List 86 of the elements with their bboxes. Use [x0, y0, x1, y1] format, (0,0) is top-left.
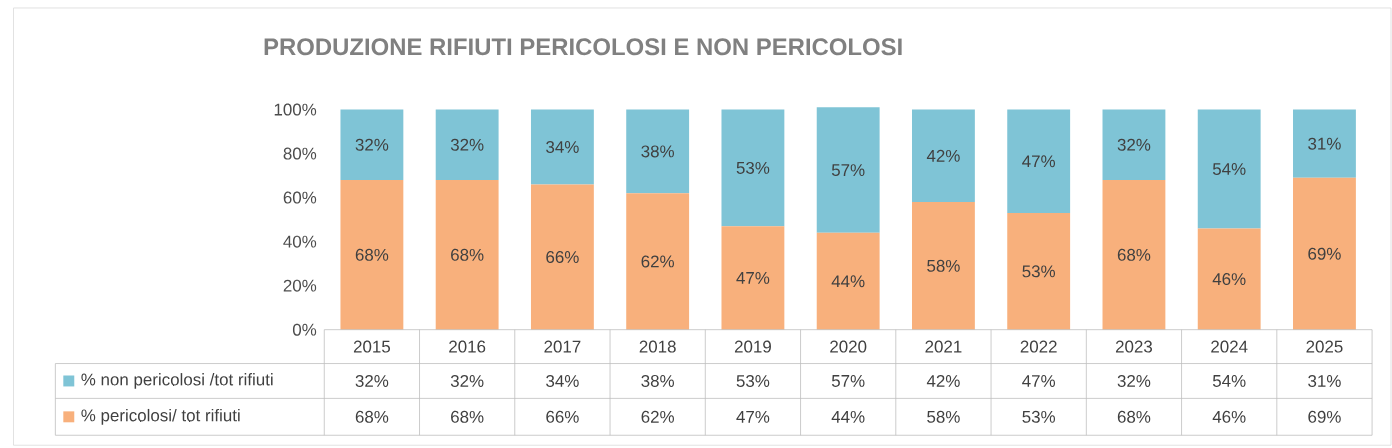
- text: 46%: [1212, 272, 1246, 285]
- data-label: 68%: [451, 410, 484, 423]
- data-label: 66%: [546, 410, 579, 423]
- bar: [340, 109, 404, 180]
- text: 31%: [1308, 137, 1341, 150]
- data-label: 47%: [1022, 374, 1056, 387]
- text: 57%: [831, 164, 865, 176]
- bar: [1102, 179, 1166, 330]
- data-label: 44%: [831, 410, 865, 423]
- bar: [435, 179, 499, 330]
- bar: [1293, 177, 1356, 330]
- text: 54%: [1212, 162, 1246, 175]
- data-label: 47%: [736, 410, 770, 423]
- text: 69%: [1308, 247, 1341, 260]
- data-label: 69%: [1308, 410, 1341, 423]
- bar: [1293, 109, 1356, 178]
- bar: [435, 109, 499, 180]
- data-label: 32%: [355, 374, 389, 387]
- bar: [721, 226, 785, 330]
- bar: [626, 193, 690, 330]
- chart-title: PRODUZIONE RIFIUTI PERICOLOSI E NON PERICOLOSI: [264, 38, 902, 56]
- y-tick-label: 40%: [283, 235, 317, 248]
- text: 47%: [736, 271, 770, 284]
- data-label: 31%: [1308, 374, 1341, 387]
- data-label: 54%: [1212, 374, 1246, 387]
- data-label: 62%: [641, 410, 674, 423]
- y-tick-label: 60%: [283, 191, 317, 204]
- text: 32%: [1117, 138, 1151, 151]
- text: 47%: [1022, 155, 1056, 168]
- text: 44%: [831, 275, 865, 288]
- x-tick-label: 2023: [1115, 340, 1153, 353]
- data-label: 32%: [450, 374, 484, 387]
- data-label: 58%: [927, 410, 960, 423]
- data-label: 57%: [831, 374, 865, 387]
- data-label: 42%: [926, 374, 960, 387]
- bar: [1007, 212, 1071, 330]
- data-label: 46%: [1212, 410, 1246, 423]
- bar: [911, 201, 975, 330]
- legend-label: % pericolosi/ tot rifiuti: [81, 408, 240, 425]
- y-tick-label: 0%: [292, 323, 317, 336]
- text: 62%: [641, 255, 674, 268]
- text: 42%: [926, 149, 960, 162]
- data-label: 38%: [641, 374, 674, 387]
- x-tick-label: 2021: [925, 340, 962, 353]
- data-label: 68%: [1117, 410, 1151, 423]
- bar: [721, 109, 785, 227]
- x-tick-label: 2019: [734, 340, 771, 353]
- text: 32%: [355, 138, 389, 151]
- bar: [340, 179, 404, 330]
- y-tick-label: 20%: [283, 279, 317, 292]
- text: 38%: [641, 145, 674, 158]
- data-label: 53%: [736, 374, 770, 387]
- x-tick-label: 2024: [1211, 340, 1248, 353]
- bar: [1197, 228, 1261, 330]
- text: 66%: [546, 250, 579, 263]
- x-tick-label: 2017: [544, 340, 581, 353]
- x-tick-label: 2015: [353, 340, 391, 353]
- text: 68%: [451, 248, 484, 261]
- x-tick-label: 2016: [449, 340, 486, 353]
- x-tick-label: 2020: [830, 340, 867, 353]
- bar: [530, 184, 594, 330]
- text: 53%: [736, 161, 770, 174]
- bar: [911, 109, 975, 202]
- text: 68%: [1117, 248, 1151, 261]
- y-tick-label: 100%: [274, 103, 317, 116]
- bar: [816, 107, 880, 233]
- bar: [626, 109, 690, 194]
- x-tick-label: 2018: [639, 340, 676, 353]
- text: 32%: [450, 138, 484, 151]
- x-tick-label: 2022: [1020, 340, 1057, 353]
- bar: [1007, 109, 1071, 213]
- bar: [1197, 109, 1261, 229]
- text: 58%: [927, 259, 960, 272]
- y-tick-label: 80%: [283, 147, 317, 160]
- data-label: 34%: [546, 374, 579, 387]
- bar: [530, 109, 594, 185]
- x-tick-label: 2025: [1306, 340, 1343, 353]
- data-label: 32%: [1117, 374, 1151, 387]
- data-label: 53%: [1022, 410, 1056, 423]
- text: 53%: [1022, 265, 1056, 278]
- text: 68%: [355, 248, 389, 261]
- legend-label: % non pericolosi /tot rifiuti: [81, 372, 273, 389]
- bar: [816, 232, 880, 330]
- text: 34%: [546, 140, 579, 153]
- data-label: 68%: [355, 410, 389, 423]
- bar: [1102, 109, 1166, 180]
